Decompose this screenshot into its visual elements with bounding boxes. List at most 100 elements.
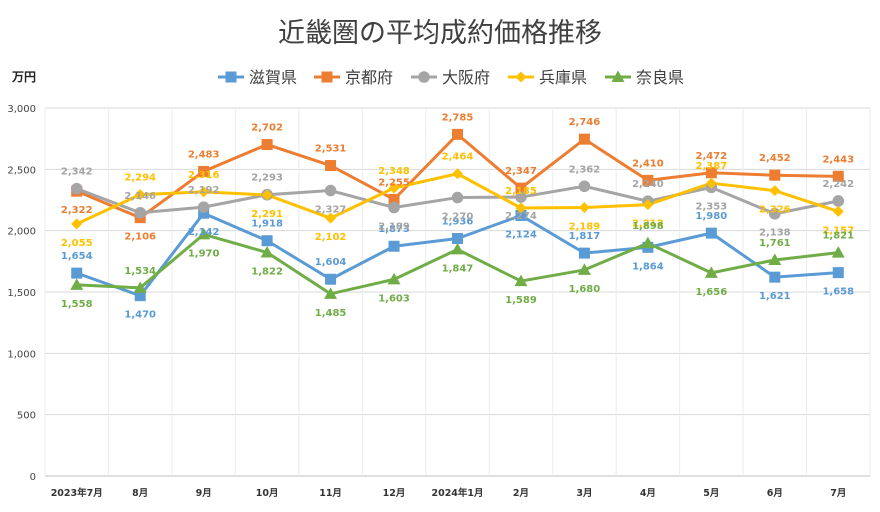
data-label: 2,192 bbox=[188, 185, 220, 196]
data-label: 2,293 bbox=[251, 173, 283, 184]
data-label: 1,621 bbox=[759, 291, 791, 302]
x-tick-label: 4月 bbox=[640, 488, 656, 499]
data-label: 2,102 bbox=[315, 232, 347, 243]
data-point-marker bbox=[261, 189, 273, 201]
legend-marker bbox=[418, 71, 430, 83]
x-tick-label: 2月 bbox=[513, 488, 529, 499]
data-point-marker bbox=[705, 177, 717, 189]
x-tick-label: 9月 bbox=[196, 488, 212, 499]
data-point-marker bbox=[198, 165, 210, 177]
chart-title: 近畿圏の平均成約価格推移 bbox=[278, 18, 602, 49]
data-label: 2,410 bbox=[632, 158, 664, 169]
data-point-marker bbox=[134, 189, 146, 201]
data-label: 2,157 bbox=[822, 225, 854, 236]
data-point-marker bbox=[452, 168, 463, 180]
data-point-marker bbox=[832, 195, 845, 207]
data-point-marker bbox=[515, 209, 527, 221]
data-point-marker bbox=[578, 247, 590, 259]
x-tick-label: 2023年7月 bbox=[51, 487, 103, 499]
data-label: 2,362 bbox=[569, 164, 601, 175]
data-point-marker bbox=[451, 191, 464, 204]
data-label: 2,702 bbox=[251, 123, 283, 134]
data-label: 2,452 bbox=[759, 153, 791, 164]
data-labels: 1,654 1,470 2,142 1,918 1,604 1,873 1,936 2,124… bbox=[61, 112, 854, 320]
data-point-marker bbox=[452, 128, 463, 140]
data-point-marker bbox=[769, 207, 781, 220]
data-label: 2,326 bbox=[759, 205, 791, 216]
data-label: 2,353 bbox=[696, 201, 728, 212]
data-label: 1,980 bbox=[696, 211, 728, 222]
data-point-marker bbox=[515, 202, 527, 214]
y-axis-ticks: 0 500 1,000 1,500 2,000 2,500 3,000 bbox=[7, 104, 36, 483]
data-label: 1,918 bbox=[251, 219, 283, 230]
data-point-marker bbox=[578, 201, 590, 213]
data-label: 1,558 bbox=[61, 299, 93, 310]
legend-marker bbox=[225, 71, 237, 83]
data-point-marker bbox=[71, 267, 83, 279]
data-label: 1,873 bbox=[378, 224, 410, 235]
data-label: 2,785 bbox=[442, 112, 474, 123]
data-point-marker bbox=[832, 267, 844, 279]
x-tick-label: 12月 bbox=[383, 488, 406, 499]
data-label: 2,138 bbox=[759, 228, 791, 239]
data-point-marker bbox=[198, 186, 210, 198]
data-point-marker bbox=[387, 272, 401, 285]
data-point-marker bbox=[134, 290, 146, 302]
data-label: 2,531 bbox=[315, 144, 347, 155]
x-tick-label: 2024年1月 bbox=[431, 487, 483, 499]
data-label: 2,322 bbox=[61, 205, 93, 216]
data-label: 1,658 bbox=[822, 287, 854, 298]
data-point-marker bbox=[325, 212, 337, 224]
x-tick-label: 8月 bbox=[132, 488, 148, 499]
gridlines bbox=[44, 107, 871, 477]
y-tick-label: 2,500 bbox=[7, 165, 36, 176]
data-label: 2,142 bbox=[188, 227, 220, 238]
data-point-marker bbox=[325, 160, 337, 172]
data-point-marker bbox=[514, 274, 528, 287]
data-point-marker bbox=[324, 287, 338, 299]
y-tick-label: 3,000 bbox=[7, 104, 36, 115]
data-point-marker bbox=[134, 206, 146, 219]
y-tick-label: 500 bbox=[17, 411, 36, 422]
legend-marker bbox=[515, 71, 527, 83]
data-label: 2,270 bbox=[442, 212, 474, 223]
data-label: 1,604 bbox=[315, 257, 347, 268]
data-label: 1,534 bbox=[124, 266, 156, 277]
data-label: 2,212 bbox=[632, 219, 664, 230]
data-point-marker bbox=[388, 193, 400, 205]
data-point-marker bbox=[451, 242, 464, 255]
x-tick-label: 3月 bbox=[576, 488, 592, 499]
legend-label: 兵庫県 bbox=[539, 68, 587, 87]
data-label: 2,291 bbox=[251, 209, 283, 220]
data-point-marker bbox=[642, 174, 654, 186]
x-tick-label: 7月 bbox=[830, 488, 846, 499]
data-point-marker bbox=[133, 281, 147, 293]
data-point-marker bbox=[641, 236, 655, 249]
data-point-marker bbox=[578, 133, 590, 145]
data-label: 1,822 bbox=[251, 267, 283, 278]
data-label: 2,240 bbox=[632, 179, 664, 190]
data-label: 1,864 bbox=[632, 261, 664, 272]
data-label: 1,603 bbox=[378, 293, 410, 304]
data-label: 1,654 bbox=[61, 251, 93, 262]
data-label: 2,472 bbox=[696, 151, 728, 162]
data-label: 2,342 bbox=[61, 167, 93, 178]
data-point-marker bbox=[578, 180, 591, 193]
data-point-marker bbox=[831, 246, 845, 258]
data-label: 2,464 bbox=[442, 152, 474, 163]
data-point-marker bbox=[325, 273, 337, 285]
data-point-marker bbox=[577, 263, 591, 275]
data-point-marker bbox=[70, 182, 83, 195]
data-point-marker bbox=[769, 271, 781, 283]
y-tick-label: 1,500 bbox=[7, 288, 36, 299]
data-label: 1,898 bbox=[632, 221, 664, 232]
data-label: 2,274 bbox=[505, 211, 537, 222]
data-point-marker bbox=[832, 170, 844, 182]
data-label: 2,316 bbox=[188, 170, 220, 181]
data-label: 1,761 bbox=[759, 238, 791, 249]
data-label: 2,106 bbox=[124, 232, 156, 243]
data-label: 2,124 bbox=[505, 229, 537, 240]
data-point-marker bbox=[705, 167, 717, 179]
